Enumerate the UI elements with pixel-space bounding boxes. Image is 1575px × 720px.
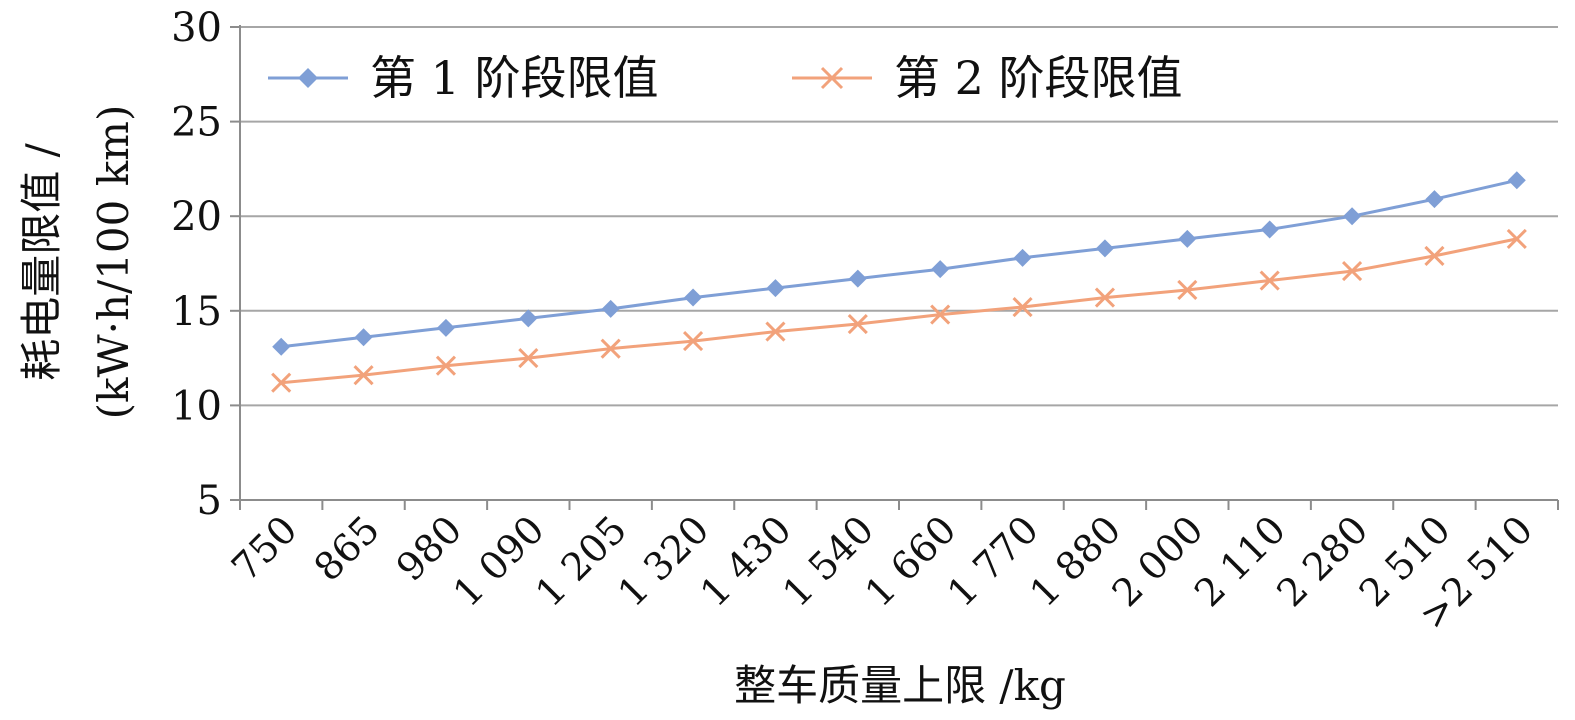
series-2-point — [1012, 296, 1033, 318]
x-tick-label: 1 660 — [857, 507, 965, 615]
series-2-point — [683, 331, 704, 352]
x-tick-label: 2 280 — [1268, 507, 1376, 615]
x-tick-label: 1 770 — [939, 507, 1047, 615]
series-2-point — [1342, 261, 1363, 282]
y-tick-label: 15 — [171, 289, 222, 335]
x-tick-label: 750 — [223, 507, 305, 589]
series-2-point — [271, 372, 292, 393]
x-tick-label: 1 430 — [692, 507, 800, 615]
y-tick-label: 20 — [171, 194, 222, 240]
series-2-point — [435, 355, 456, 376]
gridlines — [240, 26, 1558, 407]
series-1-point — [436, 318, 455, 337]
series-1-point — [848, 269, 867, 288]
series-1-point — [931, 260, 950, 279]
x-tick-label: 1 880 — [1021, 507, 1129, 615]
legend-label: 第 1 阶段限值 — [370, 51, 659, 105]
series-1-point — [1425, 190, 1444, 209]
legend: 第 1 阶段限值 第 2 阶段限值 — [268, 51, 1183, 105]
series-2-point — [1424, 245, 1445, 266]
series-line-1 — [281, 178, 1518, 349]
series-1-point — [1013, 248, 1032, 267]
legend-marker — [298, 68, 318, 88]
legend-label: 第 2 阶段限值 — [894, 51, 1183, 105]
y-tick-label: 10 — [171, 383, 222, 429]
y-tick-label: 5 — [197, 478, 222, 524]
series-2-point — [1177, 279, 1198, 301]
axes — [230, 25, 1559, 510]
legend-item-2: 第 2 阶段限值 — [792, 51, 1183, 105]
y-axis-title-line1: 耗电量限值 / — [17, 142, 66, 380]
y-tick-label: 25 — [171, 100, 222, 146]
x-tick-label: 1 090 — [445, 507, 553, 615]
y-tick-label: 30 — [171, 5, 222, 51]
x-tick-label: 1 205 — [527, 507, 635, 615]
series-2-point — [1506, 228, 1527, 249]
series-2-point — [353, 365, 374, 386]
series-2-point — [847, 313, 868, 335]
series-line-2 — [281, 237, 1518, 385]
series-2-point — [1094, 287, 1115, 308]
x-tick-label: 865 — [306, 507, 388, 589]
x-tick-label: 2 110 — [1186, 507, 1294, 615]
y-tick-labels: 5 10 15 20 25 30 — [171, 5, 222, 524]
x-tick-label: 1 320 — [609, 507, 717, 615]
legend-item-1: 第 1 阶段限值 — [268, 51, 659, 105]
series-1-point — [601, 299, 620, 318]
x-tick-label: 2 000 — [1104, 507, 1212, 615]
series-2-point — [765, 321, 786, 342]
series-2-point — [930, 304, 951, 325]
series-2-point — [518, 348, 539, 369]
series-2-point — [1259, 270, 1280, 291]
x-axis-title: 整车质量上限 /kg — [734, 661, 1066, 710]
legend-marker — [820, 66, 844, 90]
series-1-point — [272, 337, 291, 356]
series-1-point — [1178, 229, 1197, 248]
series-1-point — [1343, 207, 1362, 226]
series-1-point — [519, 309, 538, 328]
series-1-point — [1095, 239, 1114, 258]
series-1-point — [766, 279, 785, 298]
series — [271, 171, 1527, 393]
series-1-point — [684, 288, 703, 307]
series-1-point — [1507, 171, 1526, 190]
series-1-point — [1260, 220, 1279, 239]
series-2-point — [600, 338, 621, 359]
x-tick-label: 1 540 — [774, 507, 882, 615]
y-axis-title-line2: (kW·h/100 km) — [89, 105, 138, 420]
series-1-point — [354, 328, 373, 347]
